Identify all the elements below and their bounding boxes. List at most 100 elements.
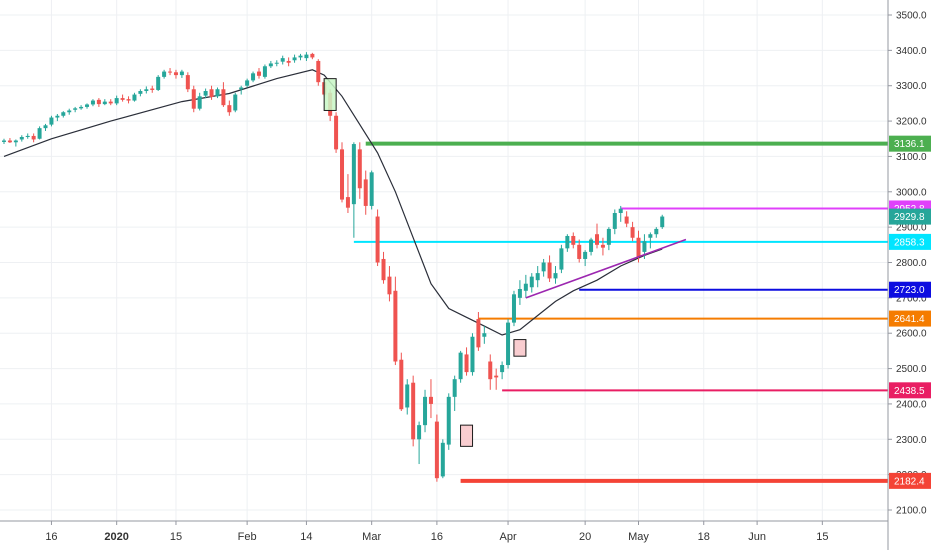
candle-body <box>488 361 493 380</box>
candle <box>553 266 558 284</box>
candle <box>49 115 54 127</box>
candle-body <box>624 216 629 224</box>
candle-body <box>79 106 84 109</box>
price-tag-background <box>889 472 931 489</box>
candle <box>589 237 594 256</box>
candle-body <box>553 273 558 279</box>
candle-body <box>642 241 647 252</box>
candle <box>517 280 522 305</box>
price-tag-label: 2438.5 <box>894 386 925 397</box>
candle <box>227 100 232 116</box>
candle <box>600 237 605 256</box>
candle-body <box>85 104 90 107</box>
candle-body <box>577 244 582 259</box>
candle-body <box>173 72 178 76</box>
candle <box>571 232 576 249</box>
candle-body <box>197 96 202 109</box>
trendline <box>525 238 687 299</box>
candle <box>43 123 48 131</box>
candle-body <box>274 62 279 64</box>
price-tag: 2438.5 <box>889 382 931 399</box>
y-tick-label: 2100.0 <box>896 506 927 517</box>
candle <box>102 99 107 106</box>
candle <box>464 347 469 376</box>
candle <box>482 326 487 344</box>
candle <box>251 71 256 83</box>
candle-body <box>541 262 546 272</box>
candle-body <box>405 384 410 408</box>
candle-body <box>43 125 48 129</box>
candle <box>506 319 511 369</box>
candle <box>185 72 190 93</box>
candle-body <box>292 57 297 61</box>
candle <box>245 78 250 88</box>
candle-body <box>375 216 380 263</box>
candle-body <box>423 396 428 426</box>
candle-body <box>203 91 208 96</box>
candle-body <box>31 135 36 140</box>
y-tick-label: 2800.0 <box>896 258 927 269</box>
candle-body <box>369 172 374 206</box>
x-tick-label: 15 <box>816 531 828 543</box>
candle-body <box>268 63 273 67</box>
candle-body <box>90 100 95 105</box>
candle-body <box>233 94 238 111</box>
price-tag: 2641.4 <box>889 310 931 327</box>
candle-body <box>144 89 149 92</box>
candle-body <box>399 359 404 410</box>
candle-body <box>417 425 422 440</box>
candle <box>660 214 665 229</box>
candle <box>280 55 285 65</box>
candle <box>156 75 161 92</box>
candle-body <box>440 442 445 477</box>
candle-body <box>595 234 599 245</box>
y-tick-label: 3200.0 <box>896 117 927 128</box>
candle-body <box>529 276 534 288</box>
y-tick-label: 3400.0 <box>896 46 927 57</box>
candle <box>316 59 321 86</box>
price-tag-background <box>889 135 931 152</box>
candle <box>440 439 445 479</box>
candle <box>654 227 659 238</box>
candle <box>565 234 570 252</box>
price-tag-background <box>889 382 931 399</box>
candle <box>150 85 155 93</box>
candle <box>523 274 528 298</box>
candle <box>31 133 36 143</box>
y-tick-label: 3500.0 <box>896 11 927 22</box>
x-tick-label: 16 <box>431 531 443 543</box>
candle <box>381 251 386 284</box>
candle-body <box>411 382 416 440</box>
candle <box>168 68 173 76</box>
candle-body <box>227 105 232 113</box>
candle <box>90 99 95 107</box>
candle <box>428 379 433 419</box>
candle-body <box>280 58 285 62</box>
candle-body <box>256 71 261 76</box>
candle-body <box>506 322 511 366</box>
candle <box>19 135 24 142</box>
candle <box>292 54 297 63</box>
highlight-box <box>513 339 527 357</box>
price-tag: 2858.3 <box>889 233 931 250</box>
candle-body <box>630 227 635 238</box>
candle <box>612 209 617 235</box>
price-tag-label: 3136.1 <box>894 139 925 150</box>
candle <box>399 352 404 411</box>
candle <box>334 112 339 153</box>
candle <box>559 244 564 274</box>
candle <box>138 89 143 97</box>
x-tick-label: 18 <box>698 531 710 543</box>
candle <box>25 133 30 139</box>
candle-body <box>316 60 321 83</box>
candle-body <box>434 421 439 479</box>
price-levels-layer <box>353 141 888 483</box>
candle-body <box>381 258 386 281</box>
candle <box>114 95 119 106</box>
candle-body <box>73 108 78 110</box>
candle <box>85 103 90 109</box>
candle-body <box>476 319 481 348</box>
candle <box>256 68 261 79</box>
